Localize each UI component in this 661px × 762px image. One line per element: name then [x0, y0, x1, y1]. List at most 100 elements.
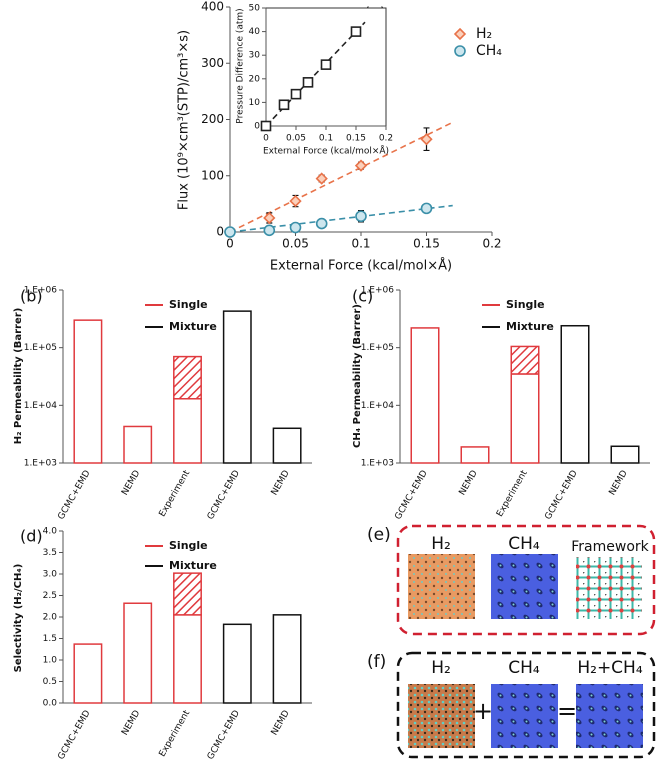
x-tick-label: NEMD [608, 469, 630, 498]
x-tick-label: 0.05 [282, 237, 309, 251]
marker [263, 211, 276, 225]
y-tick-label: 1.E+05 [24, 343, 57, 353]
bar [222, 623, 252, 704]
marker [224, 226, 236, 238]
fit-line [229, 204, 453, 233]
marker [315, 172, 328, 185]
item-label: CH₄ [508, 534, 540, 554]
legend-label: Single [169, 539, 208, 552]
h2-image [408, 554, 475, 619]
y-tick-label: 200 [201, 112, 224, 126]
panel-e: (e) H₂ CH₄ Framework [367, 524, 656, 636]
ch4-image [491, 554, 558, 619]
x-tick-label: NEMD [120, 469, 142, 498]
x-tick-label: GCMC+EMD [56, 469, 92, 522]
y-tick-label: 1.E+06 [361, 286, 395, 296]
y-tick-label: 1.E+06 [24, 286, 58, 296]
marker [289, 194, 302, 208]
legend-label: H₂ [476, 26, 492, 42]
legend-label: CH₄ [476, 43, 502, 59]
marker [320, 59, 332, 70]
x-axis-label: External Force (kcal/mol×Å) [263, 145, 389, 157]
bar [73, 319, 103, 464]
ch4-image [491, 684, 558, 748]
bar [460, 446, 490, 464]
item-label: H₂ [431, 534, 451, 554]
x-tick-label: GCMC+EMD [206, 469, 242, 522]
panel-label: (c) [352, 287, 373, 306]
y-tick-label: 1.E+04 [24, 401, 58, 411]
fit-line [229, 121, 454, 233]
bar-range [173, 355, 202, 400]
x-tick-label: 0 [263, 134, 269, 144]
y-tick-label: 1.E+03 [361, 459, 394, 469]
dashed-frame [396, 651, 656, 759]
legend-label: Mixture [506, 320, 554, 333]
x-tick-label: 0.2 [379, 134, 393, 144]
y-tick-label: 1.0 [43, 656, 58, 666]
x-tick-label: NEMD [270, 469, 292, 498]
y-tick-label: 400 [201, 0, 224, 14]
bar [272, 427, 302, 464]
bar [410, 327, 440, 464]
legend-marker [454, 45, 466, 57]
marker [290, 88, 302, 100]
marker [420, 202, 433, 215]
y-tick-label: 100 [201, 168, 224, 182]
bar [173, 398, 202, 464]
marker [278, 99, 290, 111]
legend-label: Single [169, 298, 208, 311]
x-tick-label: Experiment [158, 468, 193, 518]
marker [302, 77, 314, 88]
panel-label: (f) [367, 652, 386, 672]
bar [560, 324, 590, 464]
y-tick-label: 2.0 [43, 613, 58, 623]
x-axis-label: External Force (kcal/mol×Å) [270, 258, 452, 274]
mixture-image [576, 684, 643, 748]
x-tick-label: NEMD [458, 469, 480, 498]
y-tick-label: 300 [201, 56, 224, 70]
marker [354, 159, 368, 172]
x-tick-label: GCMC+EMD [393, 469, 429, 522]
bar [73, 643, 103, 704]
x-tick-label: 0.1 [351, 237, 370, 251]
item-label: H₂+CH₄ [577, 658, 642, 678]
operator: = [557, 697, 577, 725]
item-label: Framework [571, 539, 649, 555]
x-tick-label: GCMC+EMD [56, 709, 92, 762]
x-tick-label: GCMC+EMD [543, 469, 579, 522]
y-tick-label: 0 [216, 225, 224, 239]
x-tick-label: 0.2 [482, 237, 501, 251]
marker [289, 221, 302, 234]
marker [315, 217, 328, 230]
bar [510, 373, 540, 464]
legend-label: Single [506, 298, 545, 311]
y-tick-label: 4.0 [43, 527, 58, 537]
panel-label: (b) [20, 287, 43, 306]
bar-range [173, 572, 202, 616]
x-tick-label: 0.1 [319, 134, 333, 144]
marker [355, 210, 367, 223]
legend-label: Mixture [169, 320, 217, 333]
x-tick-label: GCMC+EMD [206, 709, 242, 762]
y-tick-label: 1.E+05 [361, 343, 394, 353]
y-axis-label: CH₄ Permeability (Barrer) [352, 304, 363, 448]
bar [222, 310, 252, 464]
h2-image [408, 684, 475, 748]
y-axis-label: H₂ Permeability (Barrer) [13, 308, 24, 445]
legend-label: Mixture [169, 559, 217, 572]
y-tick-label: 3.5 [43, 548, 57, 558]
x-tick-label: NEMD [120, 709, 142, 738]
y-tick-label: 1.5 [43, 634, 57, 644]
y-tick-label: 1.E+04 [361, 401, 395, 411]
panel-f: (f) H₂ CH₄ H₂+CH₄ + = [367, 651, 656, 759]
y-tick-label: 40 [249, 27, 261, 37]
legend-marker [453, 27, 467, 41]
y-tick-label: 2.5 [43, 591, 57, 601]
marker [260, 120, 272, 132]
y-tick-label: 0 [254, 122, 260, 132]
x-tick-label: 0 [226, 237, 234, 251]
operator: + [473, 697, 493, 725]
y-tick-label: 10 [249, 98, 261, 108]
